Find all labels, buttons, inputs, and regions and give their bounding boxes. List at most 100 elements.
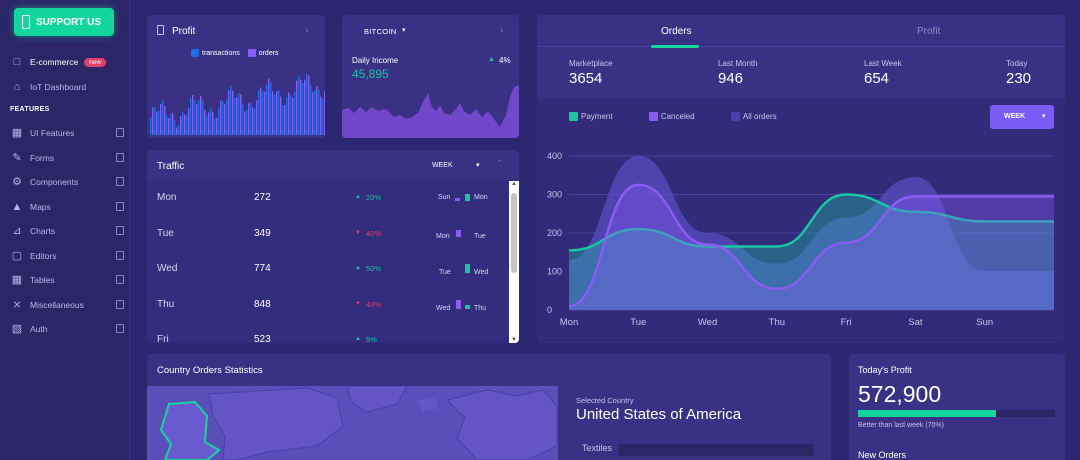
traffic-period-select[interactable]: WEEK: [432, 162, 453, 169]
profit-bar: [178, 124, 180, 135]
profit-bar: [250, 102, 252, 135]
profit-bar: [242, 103, 244, 135]
compare-to: Mon: [474, 194, 488, 201]
traffic-day: Thu: [157, 298, 175, 310]
gear-icon: ⚙: [12, 176, 22, 189]
sidebar-item-forms[interactable]: ✎ Forms: [0, 146, 130, 171]
profit-bar: [224, 103, 226, 135]
profit-bar: [158, 110, 160, 135]
selected-country-label: Selected Country: [576, 396, 634, 405]
traffic-title: Traffic: [157, 161, 185, 172]
country-iceland[interactable]: [417, 398, 439, 412]
sidebar-item-ui-features[interactable]: ▦ UI Features: [0, 121, 130, 146]
profit-bar: [272, 91, 274, 135]
home-icon: ⌂: [13, 80, 21, 93]
sidebar-item-label: Components: [30, 177, 79, 188]
tab-active-indicator: [651, 45, 699, 48]
profit-bar: [202, 99, 204, 135]
caret-down-icon[interactable]: ▾: [476, 162, 480, 169]
editor-icon: ▢: [11, 249, 23, 262]
profit-bar: [180, 116, 182, 135]
sidebar-item-tables[interactable]: ▦ Tables: [0, 268, 130, 293]
country-greenland[interactable]: [346, 386, 408, 413]
orders-card: Orders Profit Marketplace 3654 Last Mont…: [537, 15, 1065, 343]
profit-bar: [218, 108, 220, 135]
profit-bar: [322, 98, 324, 135]
y-tick-label: 300: [547, 190, 562, 200]
traffic-card: Traffic WEEK ▾ ˆ Mon 272 ▲ 20% Sun Mon T…: [147, 150, 519, 343]
country-alaska[interactable]: [159, 400, 221, 460]
lock-icon: ▧: [11, 323, 23, 336]
continent-north-america[interactable]: [208, 387, 344, 460]
profit-bar: [264, 91, 266, 135]
profit-bar: [248, 103, 250, 135]
compare-bar: [455, 198, 460, 201]
profit-bar: [278, 89, 280, 135]
compare-to: Tue: [474, 232, 486, 240]
profit-bar: [304, 79, 306, 135]
stat-label: Last Week: [864, 59, 902, 68]
map-icon: ▲: [11, 200, 23, 213]
scrollbar[interactable]: ▲ ▼: [509, 181, 519, 343]
todays-profit-title: Today's Profit: [858, 365, 912, 375]
table-icon: ▦: [11, 274, 23, 287]
todays-profit-card: Today's Profit 572,900 Better than last …: [849, 354, 1065, 460]
profit-bar: [276, 91, 278, 135]
support-us-label: SUPPORT US: [36, 16, 102, 28]
scroll-up-icon[interactable]: ▲: [511, 181, 517, 187]
profit-progress-fill: [858, 410, 996, 417]
chevron-right-icon[interactable]: ›: [305, 25, 309, 36]
up-arrow-icon: ▲: [355, 265, 361, 271]
sidebar-item-label: Charts: [30, 226, 56, 237]
continent-europe[interactable]: [446, 389, 558, 460]
orders-legend: Payment Canceled All orders: [569, 112, 777, 122]
sidebar-item-maps[interactable]: ▲ Maps: [0, 195, 130, 220]
sidebar-item-miscellaneous[interactable]: ⨯ Miscellaneous: [0, 293, 130, 318]
sidebar: SUPPORT US □ E-commerce new ⌂ IoT Dashbo…: [0, 0, 130, 460]
compare-bar: [456, 299, 461, 309]
compare-bar: [465, 194, 470, 201]
profit-bar: [282, 105, 284, 135]
profit-bar: [226, 100, 228, 135]
sidebar-item-components[interactable]: ⚙ Components: [0, 170, 130, 195]
profit-bar: [186, 115, 188, 135]
compare-from: Tue: [439, 269, 451, 276]
profit-bar: [254, 108, 256, 135]
sidebar-item-editors[interactable]: ▢ Editors: [0, 244, 130, 269]
profit-bar: [302, 83, 304, 135]
sidebar-item-auth[interactable]: ▧ Auth: [0, 317, 130, 342]
up-arrow-icon: ▲: [355, 336, 361, 342]
x-tick-label: Tue: [630, 317, 646, 328]
series-area-canceled: [569, 184, 1054, 310]
scroll-thumb[interactable]: [511, 193, 517, 273]
daily-income-label: Daily Income: [352, 56, 399, 65]
stat-label: Last Month: [718, 59, 758, 68]
world-map[interactable]: [147, 386, 558, 460]
sidebar-item-iot-dashboard[interactable]: ⌂ IoT Dashboard: [0, 75, 130, 100]
new-badge: new: [84, 57, 107, 67]
bitcoin-area-chart: [342, 85, 519, 138]
sidebar-item-charts[interactable]: ⊿ Charts: [0, 219, 130, 244]
orders-period-label: WEEK: [1004, 113, 1025, 120]
country-orders-card: Country Orders Statistics Selected Count…: [147, 354, 831, 460]
caret-down-icon[interactable]: ▾: [402, 27, 406, 34]
currency-select[interactable]: BITCOIN: [364, 27, 397, 36]
sidebar-item-label: Miscellaneous: [30, 299, 84, 310]
x-tick-label: Fri: [841, 317, 852, 328]
expand-icon: [116, 226, 124, 235]
orders-period-select[interactable]: WEEK ▾: [990, 105, 1054, 129]
chevron-right-icon[interactable]: ›: [500, 25, 504, 36]
scroll-down-icon[interactable]: ▼: [511, 337, 517, 343]
profit-bar: [296, 80, 298, 135]
country-orders-title: Country Orders Statistics: [157, 365, 263, 376]
support-us-button[interactable]: SUPPORT US: [14, 8, 114, 36]
y-tick-label: 0: [547, 305, 552, 315]
category-label: Textiles: [582, 443, 613, 453]
sidebar-item-ecommerce[interactable]: □ E-commerce new: [0, 50, 130, 75]
tab-profit[interactable]: Profit: [917, 26, 941, 37]
collapse-icon[interactable]: ˆ: [498, 159, 501, 169]
tab-orders[interactable]: Orders: [661, 26, 692, 37]
sidebar-item-label: Tables: [30, 275, 55, 286]
series-area-payment: [569, 194, 1054, 310]
traffic-body: Mon 272 ▲ 20% Sun Mon Tue 349 ▼ 40% Mon …: [147, 181, 509, 343]
